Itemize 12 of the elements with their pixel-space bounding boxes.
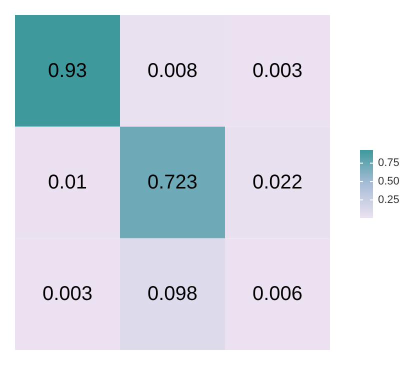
color-bar-label: 0.50 xyxy=(378,176,400,188)
data-label: 0.098 xyxy=(147,283,198,306)
data-label: 0.006 xyxy=(252,283,303,306)
color-bar-label: 0.75 xyxy=(378,157,400,170)
data-label: 0.022 xyxy=(252,172,303,194)
color-bar-label: 0.25 xyxy=(378,194,400,206)
data-label: 0.003 xyxy=(252,60,303,82)
data-label: 0.01 xyxy=(48,172,87,194)
data-label: 0.008 xyxy=(147,60,198,82)
data-label: 0.003 xyxy=(42,283,93,306)
data-label: 0.93 xyxy=(48,60,87,82)
data-label: 0.723 xyxy=(147,172,198,194)
